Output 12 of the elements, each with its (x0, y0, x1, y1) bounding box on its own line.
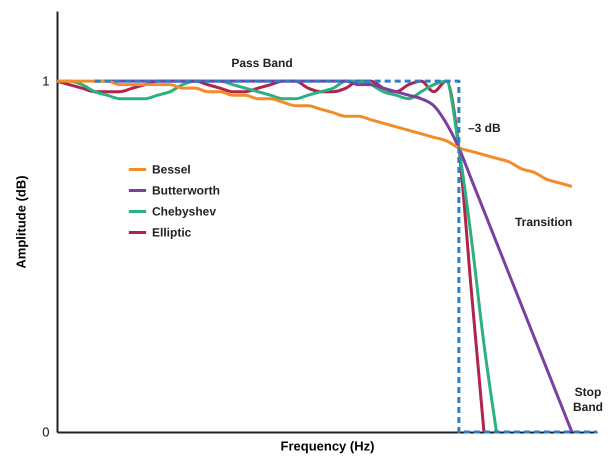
legend-label: Chebyshev (152, 204, 216, 218)
legend-label: Butterworth (152, 184, 220, 198)
legend-label: Elliptic (152, 226, 192, 240)
x-axis-title: Frequency (Hz) (280, 438, 374, 454)
y-tick-label: 0 (42, 424, 50, 440)
annotation: Pass Band (231, 56, 293, 70)
y-axis-title: Amplitude (dB) (13, 175, 28, 269)
annotation: Stop Band (573, 385, 603, 414)
annotation: Transition (515, 215, 572, 229)
legend-label: Bessel (152, 162, 191, 176)
annotation: –3 dB (468, 121, 502, 135)
y-tick-label: 1 (42, 74, 50, 89)
